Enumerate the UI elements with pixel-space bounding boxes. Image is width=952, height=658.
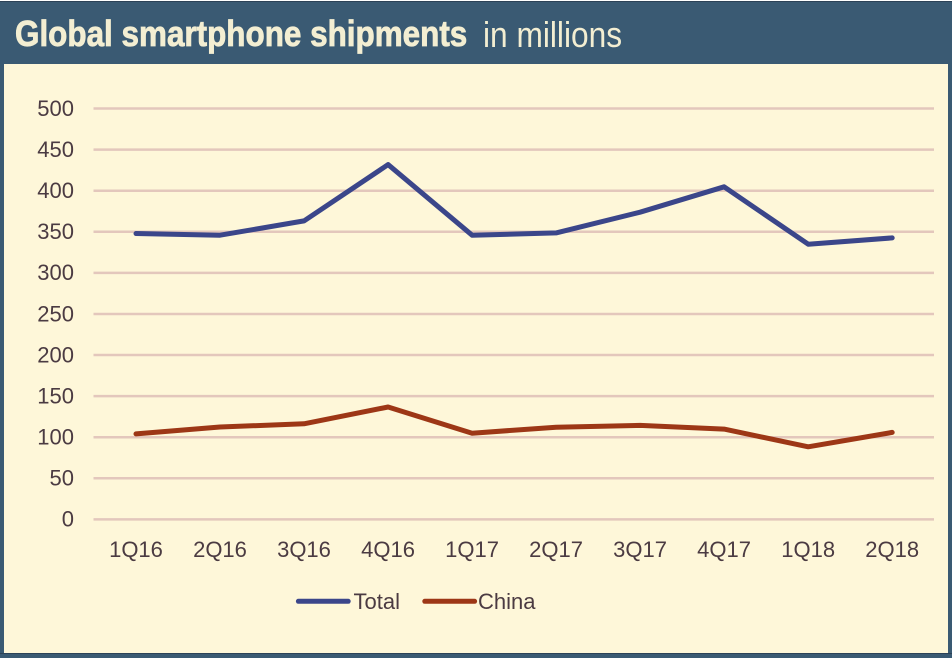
svg-text:300: 300 [37, 260, 74, 285]
svg-text:100: 100 [37, 425, 74, 450]
svg-text:1Q18: 1Q18 [781, 537, 835, 562]
svg-text:3Q17: 3Q17 [613, 537, 667, 562]
svg-text:400: 400 [37, 178, 74, 203]
svg-text:150: 150 [37, 384, 74, 409]
svg-text:450: 450 [37, 137, 74, 162]
svg-text:4Q17: 4Q17 [697, 537, 751, 562]
svg-text:1Q17: 1Q17 [445, 537, 499, 562]
svg-text:3Q16: 3Q16 [277, 537, 331, 562]
svg-text:350: 350 [37, 219, 74, 244]
svg-text:2Q16: 2Q16 [193, 537, 247, 562]
svg-text:250: 250 [37, 301, 74, 326]
svg-text:0: 0 [62, 507, 74, 532]
svg-text:50: 50 [50, 466, 74, 491]
svg-text:2Q18: 2Q18 [865, 537, 919, 562]
svg-text:200: 200 [37, 342, 74, 367]
svg-text:2Q17: 2Q17 [529, 537, 583, 562]
svg-text:1Q16: 1Q16 [109, 537, 163, 562]
svg-text:Total: Total [354, 589, 400, 614]
svg-text:500: 500 [37, 96, 74, 121]
svg-text:China: China [478, 589, 536, 614]
svg-text:4Q16: 4Q16 [361, 537, 415, 562]
